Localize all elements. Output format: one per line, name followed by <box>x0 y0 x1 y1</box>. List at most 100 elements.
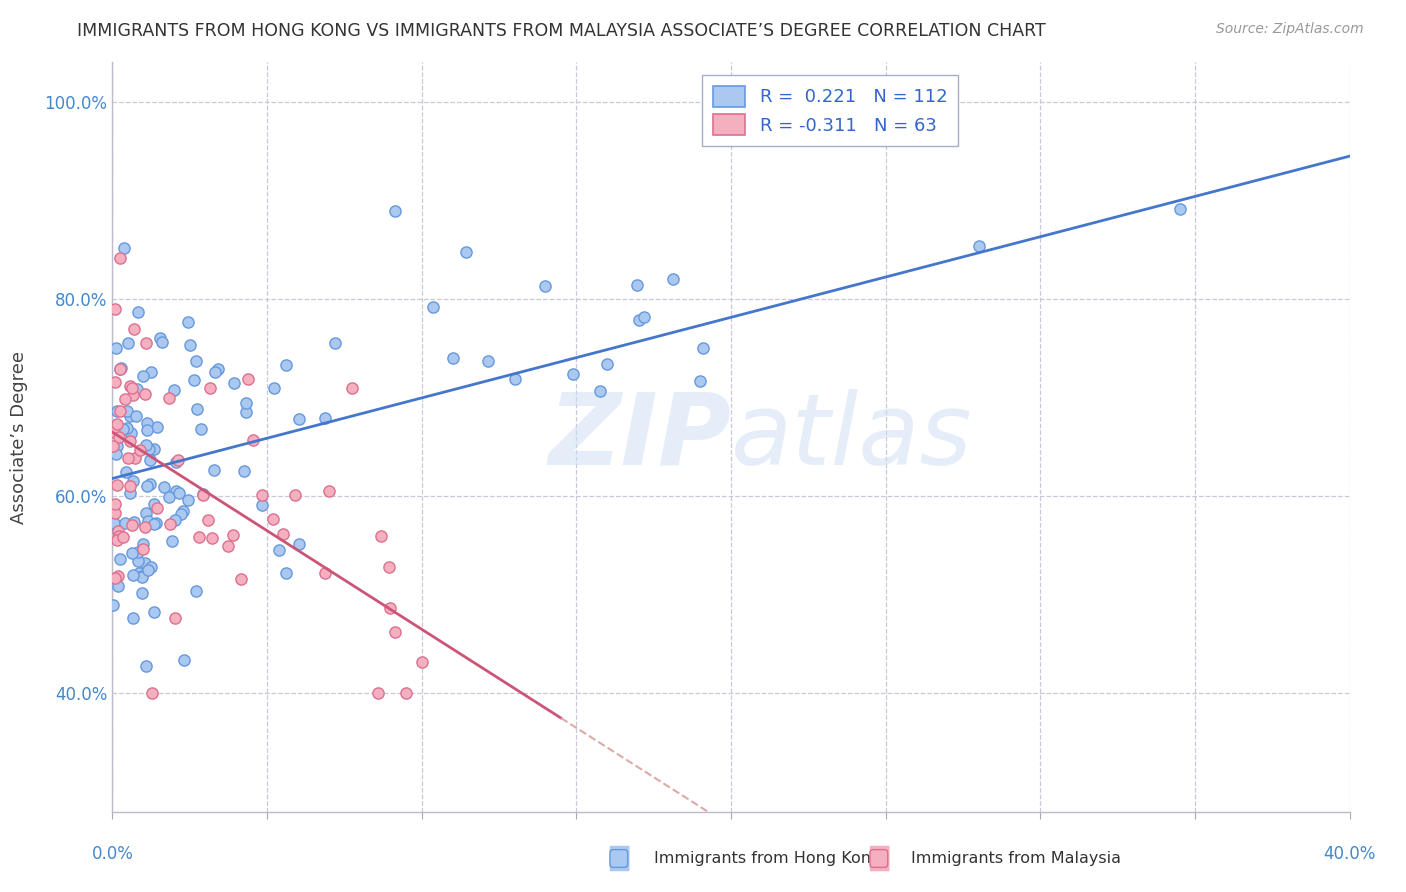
Point <box>141 365 163 379</box>
Point <box>135 424 157 438</box>
Point <box>325 335 347 350</box>
Point <box>627 313 650 327</box>
Point <box>165 484 187 499</box>
Point <box>186 402 208 417</box>
Point <box>561 367 583 381</box>
Y-axis label: Associate’s Degree: Associate’s Degree <box>10 351 28 524</box>
Point <box>187 530 209 544</box>
Point <box>318 483 340 498</box>
Point <box>503 372 526 386</box>
Point <box>105 478 128 492</box>
Point <box>201 531 224 545</box>
Point <box>135 438 157 452</box>
Point <box>121 517 143 532</box>
Point <box>152 480 174 494</box>
Text: ZIP: ZIP <box>548 389 731 485</box>
Point <box>235 396 257 410</box>
Point <box>384 204 406 219</box>
Point <box>104 376 127 390</box>
Point <box>1168 202 1191 216</box>
Point <box>107 524 129 538</box>
Point <box>454 244 477 259</box>
Point <box>191 487 214 501</box>
Point <box>967 238 990 252</box>
Point <box>288 411 311 425</box>
Point <box>138 442 160 456</box>
Point <box>103 497 125 511</box>
Point <box>662 272 685 286</box>
Point <box>198 381 221 395</box>
Point <box>163 611 186 625</box>
Point <box>395 686 418 700</box>
Point <box>105 533 128 547</box>
Point <box>114 392 136 406</box>
Point <box>235 405 257 419</box>
Point <box>118 409 141 423</box>
Point <box>107 579 129 593</box>
Point <box>238 372 260 386</box>
Point <box>103 425 125 440</box>
Point <box>274 566 297 580</box>
Point <box>139 560 162 574</box>
Point <box>128 566 150 581</box>
Point <box>110 361 132 376</box>
Point <box>127 305 149 319</box>
Point <box>165 454 187 468</box>
Point <box>170 507 193 521</box>
Point <box>314 410 336 425</box>
Point <box>204 365 226 379</box>
Point <box>167 486 190 500</box>
Point <box>134 386 156 401</box>
Point <box>222 527 245 541</box>
Point <box>104 506 127 520</box>
Point <box>103 516 125 530</box>
Point <box>105 403 128 417</box>
Point <box>149 331 172 345</box>
Text: Immigrants from Malaysia: Immigrants from Malaysia <box>911 851 1121 865</box>
Point <box>121 381 143 395</box>
Text: IMMIGRANTS FROM HONG KONG VS IMMIGRANTS FROM MALAYSIA ASSOCIATE’S DEGREE CORRELA: IMMIGRANTS FROM HONG KONG VS IMMIGRANTS … <box>77 22 1046 40</box>
Point <box>120 478 142 492</box>
Point <box>163 513 186 527</box>
Point <box>384 625 406 640</box>
Point <box>370 529 392 543</box>
Point <box>127 554 149 568</box>
Point <box>104 301 127 316</box>
Point <box>233 464 256 478</box>
Point <box>142 606 165 620</box>
Text: █: █ <box>609 846 628 871</box>
Text: Immigrants from Hong Kong: Immigrants from Hong Kong <box>654 851 882 865</box>
Point <box>160 534 183 549</box>
Point <box>112 241 135 255</box>
Text: █: █ <box>869 846 889 871</box>
Point <box>135 659 157 673</box>
Point <box>145 419 167 434</box>
Point <box>122 322 145 336</box>
Point <box>117 450 139 465</box>
Point <box>122 611 145 625</box>
Point <box>142 442 165 457</box>
Point <box>191 488 214 502</box>
Point <box>274 358 297 372</box>
Text: 40.0%: 40.0% <box>1323 846 1376 863</box>
Point <box>179 337 201 351</box>
Point <box>132 542 155 557</box>
Point <box>202 463 225 477</box>
Point <box>132 537 155 551</box>
Point <box>108 251 131 265</box>
Point <box>142 516 165 531</box>
Point <box>157 490 180 504</box>
Point <box>217 539 239 553</box>
Point <box>107 529 129 543</box>
Point <box>101 598 124 612</box>
Point <box>114 516 136 530</box>
Point <box>141 686 163 700</box>
Point <box>340 381 363 395</box>
Point <box>284 488 307 502</box>
Text: Source: ZipAtlas.com: Source: ZipAtlas.com <box>1216 22 1364 37</box>
Point <box>118 379 141 393</box>
Point <box>115 465 138 479</box>
Text: atlas: atlas <box>731 389 973 485</box>
Point <box>118 434 141 448</box>
Point <box>163 383 186 397</box>
